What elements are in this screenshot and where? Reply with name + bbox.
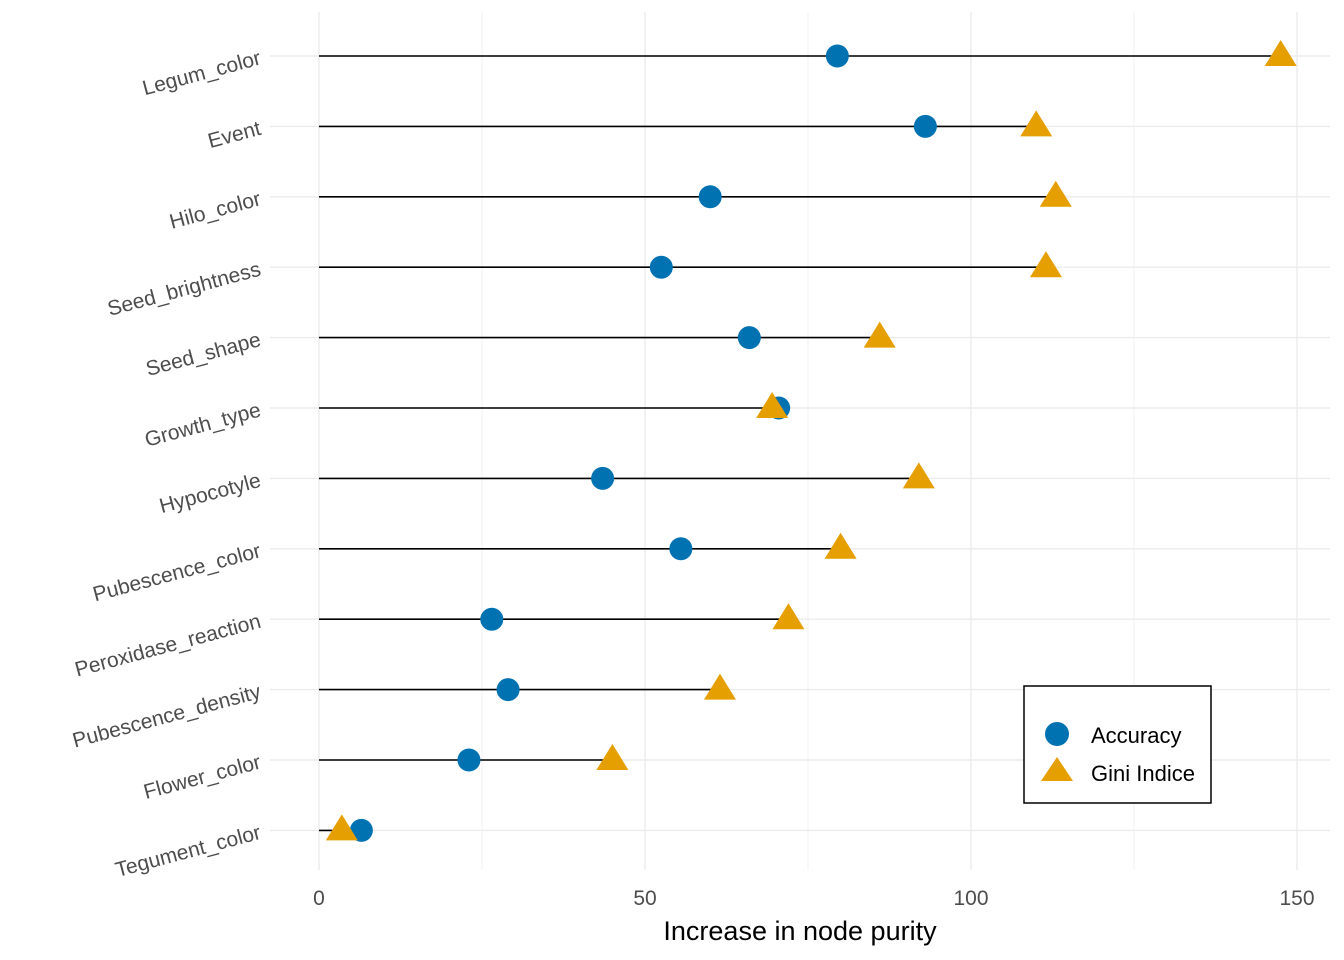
y-tick-label: Seed_brightness bbox=[105, 258, 263, 321]
x-axis-title: Increase in node purity bbox=[663, 916, 937, 946]
y-tick-label: Pubescence_density bbox=[70, 680, 264, 753]
accuracy-point bbox=[457, 748, 481, 772]
gini-indice-point bbox=[1264, 40, 1297, 66]
gini-indice-point bbox=[863, 321, 896, 348]
gini-indice-point bbox=[902, 462, 935, 489]
legend-accuracy-marker bbox=[1045, 722, 1069, 746]
y-tick-label: Seed_shape bbox=[143, 328, 263, 381]
gini-indice-point bbox=[703, 673, 736, 700]
accuracy-point bbox=[649, 255, 673, 279]
y-tick-label: Growth_type bbox=[142, 399, 263, 452]
x-tick-label: 100 bbox=[953, 887, 988, 910]
accuracy-point bbox=[913, 114, 937, 138]
legend-accuracy-label: Accuracy bbox=[1091, 723, 1181, 748]
accuracy-point bbox=[737, 326, 761, 350]
accuracy-point bbox=[480, 607, 504, 631]
gini-indice-point bbox=[325, 814, 358, 841]
y-tick-label: Peroxidase_reaction bbox=[72, 610, 263, 682]
y-tick-label: Tegument_color bbox=[113, 821, 263, 882]
accuracy-point bbox=[496, 678, 520, 702]
x-tick-label: 50 bbox=[633, 887, 656, 910]
legend-gini-marker bbox=[1041, 757, 1073, 781]
y-tick-label: Legum_color bbox=[140, 47, 263, 101]
legend-gini-label: Gini Indice bbox=[1091, 761, 1195, 786]
gini-indice-point bbox=[824, 532, 857, 559]
accuracy-point bbox=[825, 44, 849, 68]
gini-indice-point bbox=[596, 744, 629, 770]
data-marks bbox=[325, 40, 1297, 842]
y-axis-tick-labels: Legum_color Event Hilo_color Seed_brightnes… bbox=[70, 47, 264, 882]
y-tick-label: Hypocotyle bbox=[157, 469, 263, 518]
gini-indice-point bbox=[1020, 110, 1053, 137]
legend: Accuracy Gini Indice bbox=[1023, 685, 1212, 804]
connector-segments bbox=[319, 55, 1281, 832]
y-tick-label: Hilo_color bbox=[167, 187, 263, 233]
y-tick-label: Pubescence_color bbox=[90, 539, 263, 606]
accuracy-point bbox=[349, 818, 373, 842]
x-tick-label: 0 bbox=[313, 887, 325, 910]
y-tick-label: Flower_color bbox=[141, 751, 263, 804]
gini-indice-point bbox=[1029, 251, 1062, 278]
gini-indice-point bbox=[1039, 180, 1072, 207]
x-axis-tick-labels: 0 50 100 150 bbox=[313, 887, 1314, 910]
x-tick-label: 150 bbox=[1279, 887, 1314, 910]
accuracy-point bbox=[669, 537, 693, 561]
gini-indice-point bbox=[772, 603, 805, 630]
accuracy-point bbox=[698, 185, 722, 209]
accuracy-point bbox=[591, 466, 615, 490]
gini-indice-point bbox=[756, 392, 789, 418]
y-tick-label: Event bbox=[205, 117, 263, 153]
